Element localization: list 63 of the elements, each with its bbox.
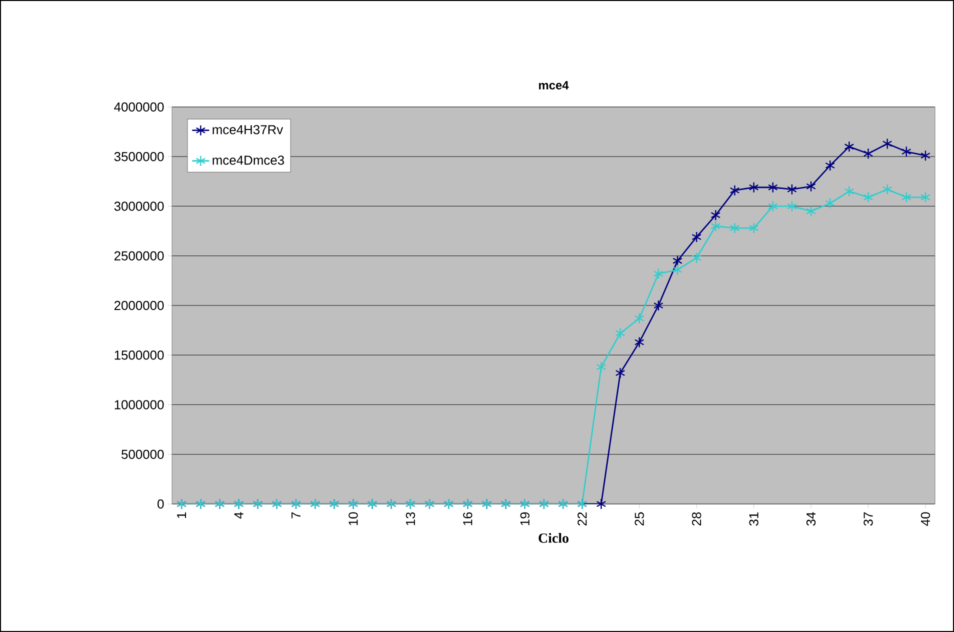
point xyxy=(825,160,836,172)
x-tick-label: 10 xyxy=(348,512,358,526)
x-tick-label: 22 xyxy=(578,512,587,526)
y-tick-label: 3000000 xyxy=(114,202,164,211)
y-tick-label: 2000000 xyxy=(114,300,164,310)
point xyxy=(748,182,759,193)
y-tick-label: 2500000 xyxy=(114,251,164,260)
y-tick-label: 4000000 xyxy=(114,102,164,112)
point xyxy=(692,231,702,243)
point xyxy=(787,184,797,195)
x-tick-label: 25 xyxy=(634,512,644,526)
x-tick-label: 34 xyxy=(806,512,816,526)
point xyxy=(730,222,740,234)
point xyxy=(615,328,626,339)
point xyxy=(634,312,644,324)
point xyxy=(863,148,874,160)
y-tick-label: 3500000 xyxy=(114,152,164,162)
x-tick-label: 31 xyxy=(749,512,758,526)
x-tick-label: 28 xyxy=(692,512,702,526)
point xyxy=(634,336,644,348)
legend-label: mce4Dmce3 xyxy=(212,156,284,165)
point xyxy=(710,210,721,221)
point xyxy=(787,200,797,212)
x-axis-title: Ciclo xyxy=(538,532,568,543)
point xyxy=(672,264,682,276)
point xyxy=(901,146,912,158)
point xyxy=(806,180,816,192)
point xyxy=(768,182,778,193)
point xyxy=(863,192,874,203)
point xyxy=(844,141,854,152)
point xyxy=(768,200,778,212)
x-tick-label: 7 xyxy=(292,512,300,518)
point xyxy=(882,138,892,150)
x-tick-label: 4 xyxy=(234,512,244,519)
point xyxy=(596,498,606,510)
point xyxy=(653,300,664,312)
x-tick-label: 40 xyxy=(920,512,930,526)
point xyxy=(748,222,759,234)
x-tick-label: 16 xyxy=(463,512,472,526)
y-tick-label: 500000 xyxy=(122,450,164,459)
y-tick-label: 0 xyxy=(158,499,164,509)
point xyxy=(672,255,682,266)
point xyxy=(901,192,912,203)
point xyxy=(806,206,816,217)
x-tick-label: 1 xyxy=(177,512,186,518)
x-tick-label: 13 xyxy=(406,512,416,526)
chart-title: mce4 xyxy=(539,81,569,90)
x-tick-label: 37 xyxy=(864,512,873,526)
point xyxy=(920,192,930,203)
point xyxy=(653,268,664,280)
legend-label: mce4H37Rv xyxy=(212,125,284,134)
y-tick-label: 1500000 xyxy=(114,350,164,360)
point xyxy=(844,186,854,197)
point xyxy=(730,184,740,196)
point xyxy=(825,198,836,209)
point xyxy=(882,184,892,195)
point xyxy=(692,252,702,264)
point xyxy=(596,361,606,373)
point xyxy=(710,220,721,232)
x-tick-label: 19 xyxy=(520,512,530,526)
y-tick-label: 1000000 xyxy=(114,400,164,410)
point xyxy=(920,150,930,162)
point xyxy=(615,367,626,379)
